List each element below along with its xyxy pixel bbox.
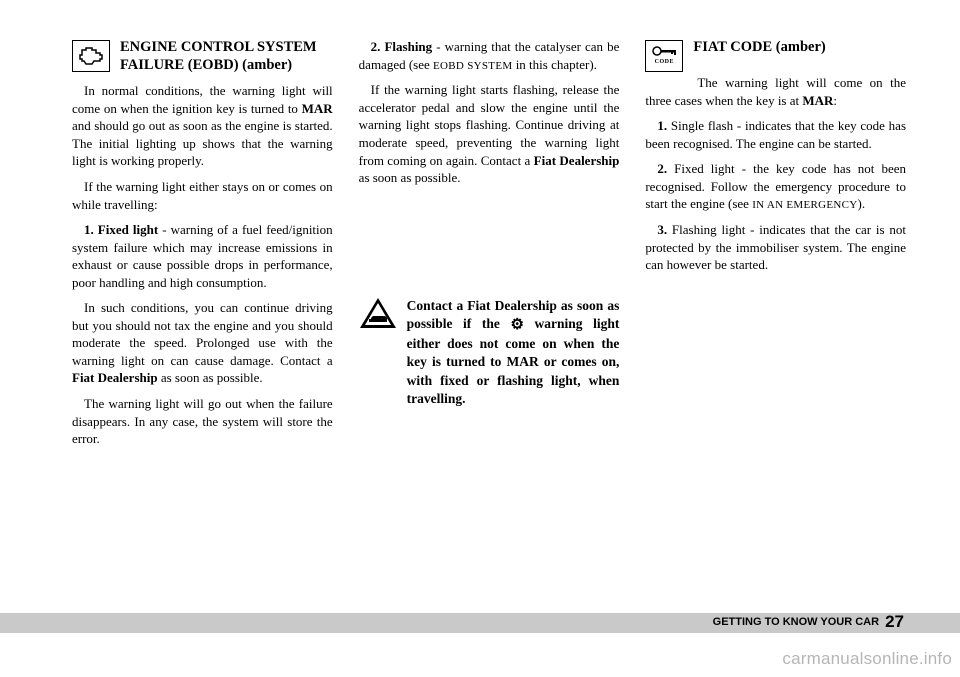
code-label: CODE	[655, 58, 674, 66]
c1-p4b: Fiat Dealership	[72, 370, 158, 385]
page-content: ENGINE CONTROL SYSTEM FAILURE (EOBD) (am…	[0, 0, 960, 456]
c3-p2: 1. Single flash - indicates that the key…	[645, 117, 906, 152]
heading-fiat-code: FIAT CODE (amber)	[693, 38, 825, 56]
c3-p3c: IN AN EMERGENCY	[752, 199, 857, 211]
c3-p1: The warning light will come on the three…	[645, 74, 906, 109]
c3-p2b: Single flash - indicates that the key co…	[645, 118, 906, 151]
c3-p4: 3. Flashing light - indicates that the c…	[645, 221, 906, 274]
c3-p3a: 2.	[657, 161, 667, 176]
c1-p1: In normal conditions, the warning light …	[72, 82, 333, 170]
c2-p2c: as soon as possible.	[359, 170, 461, 185]
c3-p3d: ).	[858, 196, 866, 211]
c3-p1b: MAR	[802, 93, 833, 108]
page-number: 27	[885, 612, 904, 632]
c3-p4a: 3.	[657, 222, 667, 237]
column-1: ENGINE CONTROL SYSTEM FAILURE (EOBD) (am…	[72, 38, 333, 456]
heading-engine-control: ENGINE CONTROL SYSTEM FAILURE (EOBD) (am…	[120, 38, 333, 74]
c3-p2a: 1.	[657, 118, 667, 133]
engine-glyph-icon: ⚙	[510, 317, 523, 333]
c1-p1c: and should go out as soon as the engine …	[72, 118, 333, 168]
watermark: carmanualsonline.info	[782, 649, 952, 669]
c1-p1a: In normal conditions, the warning light …	[72, 83, 333, 116]
c1-p3a: 1. Fixed light	[84, 222, 158, 237]
footer-label: GETTING TO KNOW YOUR CAR 27	[713, 612, 904, 632]
column-3: CODE FIAT CODE (amber) The warning light…	[645, 38, 906, 456]
warning-triangle-icon	[359, 297, 397, 329]
column-2: 2. Flashing - warning that the catalyser…	[359, 38, 620, 456]
c1-p4: In such conditions, you can continue dri…	[72, 299, 333, 387]
c2-p2b: Fiat Dealership	[534, 153, 620, 168]
c1-p2: If the warning light either stays on or …	[72, 178, 333, 213]
c1-p3: 1. Fixed light - warning of a fuel feed/…	[72, 221, 333, 291]
c2-p2: If the warning light starts flashing, re…	[359, 81, 620, 186]
c2-p1c: EOBD SYSTEM	[433, 60, 512, 72]
c1-p1b: MAR	[302, 101, 333, 116]
c3-p1c: :	[833, 93, 837, 108]
heading-block-code: CODE FIAT CODE (amber)	[645, 38, 906, 72]
c1-p4c: as soon as possible.	[158, 370, 263, 385]
c1-p5: The warning light will go out when the f…	[72, 395, 333, 448]
c2-p1a: 2. Flashing	[371, 39, 433, 54]
c2-p1d: in this chapter).	[512, 57, 596, 72]
warning-block: Contact a Fiat Dealership as soon as pos…	[359, 297, 620, 408]
warning-text: Contact a Fiat Dealership as soon as pos…	[407, 297, 620, 408]
c3-p3: 2. Fixed light - the key code has not be…	[645, 160, 906, 213]
key-code-icon: CODE	[645, 40, 683, 72]
footer-section: GETTING TO KNOW YOUR CAR	[713, 616, 879, 628]
engine-icon	[72, 40, 110, 72]
c3-p4b: Flashing light - indicates that the car …	[645, 222, 906, 272]
heading-block-engine: ENGINE CONTROL SYSTEM FAILURE (EOBD) (am…	[72, 38, 333, 74]
c2-p1: 2. Flashing - warning that the catalyser…	[359, 38, 620, 73]
c1-p4a: In such conditions, you can continue dri…	[72, 300, 333, 368]
c3-p1a: The warning light will come on the three…	[645, 75, 906, 108]
